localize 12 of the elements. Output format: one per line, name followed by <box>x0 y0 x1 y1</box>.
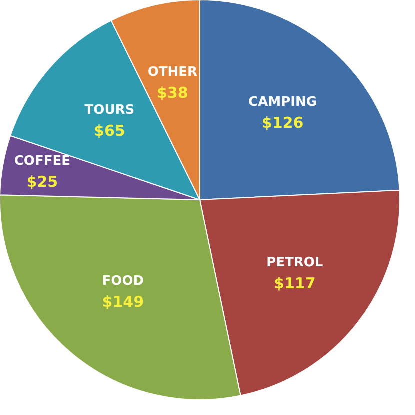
slice-label: OTHER <box>148 65 198 80</box>
data-label: $126 <box>262 114 304 132</box>
data-label: $117 <box>274 274 316 292</box>
slice-label: COFFEE <box>14 154 71 170</box>
data-label: $38 <box>157 84 188 102</box>
data-label: $149 <box>102 293 144 312</box>
slice-label: CAMPING <box>248 95 318 110</box>
slice-label: PETROL <box>266 255 324 270</box>
data-label: $65 <box>94 122 126 140</box>
data-label: $25 <box>26 173 58 192</box>
slice-label: FOOD <box>102 274 144 290</box>
slice-label: TOURS <box>84 102 135 118</box>
